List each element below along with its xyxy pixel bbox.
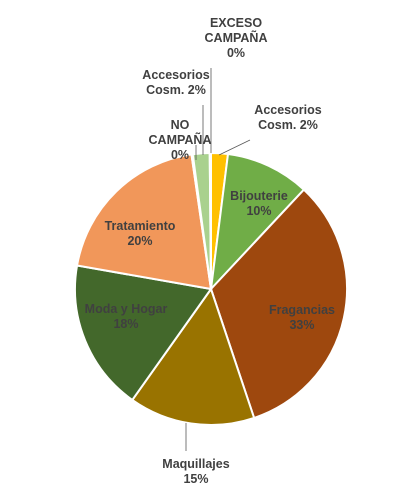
data-label-line: Moda y Hogar: [85, 302, 168, 316]
data-label-exceso: EXCESO CAMPAÑA 0%: [205, 16, 268, 60]
data-label-line: Maquillajes: [162, 457, 229, 471]
data-label-line: 0%: [227, 46, 245, 60]
data-label-bijouterie: Bijouterie 10%: [230, 189, 288, 218]
data-label-line: Fragancias: [269, 303, 335, 317]
data-label-line: Accesorios: [254, 103, 321, 117]
slice-exceso-campana: [208, 151, 212, 290]
leader-lines: [185, 68, 251, 451]
data-label-accesorios-left: Accesorios Cosm. 2%: [142, 68, 209, 97]
data-label-moda: Moda y Hogar 18%: [85, 302, 168, 331]
data-label-line: 20%: [127, 234, 152, 248]
data-labels: Accesorios Cosm. 2%Bijouterie 10%Fragancia…: [85, 16, 335, 486]
data-label-line: 15%: [183, 472, 208, 486]
pie-slices: [74, 151, 348, 426]
data-label-line: CAMPAÑA: [149, 132, 212, 147]
data-label-maquillajes: Maquillajes 15%: [162, 457, 229, 486]
data-label-line: Cosm. 2%: [258, 118, 318, 132]
slice-maquillajes: [130, 286, 256, 426]
data-label-line: Accesorios: [142, 68, 209, 82]
data-label-tratamiento: Tratamiento 20%: [105, 219, 176, 248]
data-label-line: Cosm. 2%: [146, 83, 206, 97]
slice-moda-y-hogar: [74, 264, 213, 402]
data-label-line: Bijouterie: [230, 189, 288, 203]
data-label-line: EXCESO: [210, 16, 262, 30]
leader-accesorios-right: [218, 139, 251, 156]
data-label-line: NO: [171, 118, 190, 132]
slice-bijouterie: [209, 152, 306, 292]
slice-fragancias: [209, 188, 348, 420]
data-label-line: 18%: [113, 317, 138, 331]
data-label-line: 10%: [246, 204, 271, 218]
data-label-line: Tratamiento: [105, 219, 176, 233]
data-label-line: 33%: [289, 318, 314, 332]
slice-tratamiento: [75, 153, 213, 291]
data-label-fragancias: Fragancias 33%: [269, 303, 335, 332]
data-label-no-campana: NO CAMPAÑA 0%: [149, 118, 212, 162]
data-label-line: 0%: [171, 148, 189, 162]
data-label-line: CAMPAÑA: [205, 30, 268, 45]
data-label-accesorios-right: Accesorios Cosm. 2%: [254, 103, 321, 132]
